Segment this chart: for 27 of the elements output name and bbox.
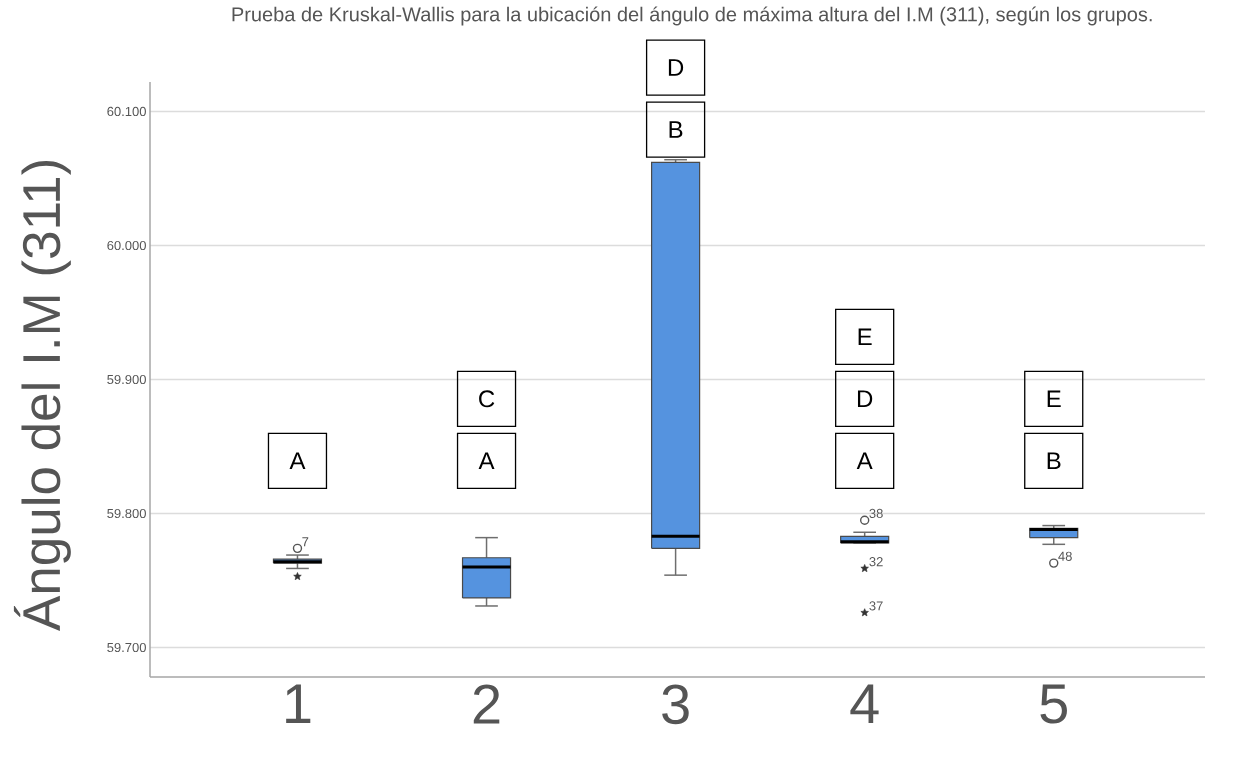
annotation: B — [669, 121, 683, 138]
annotation: A — [289, 452, 306, 470]
x-tick-label: 3 — [662, 684, 689, 725]
y-tick-label: 59.900 — [107, 374, 146, 385]
annotation: 38 — [869, 508, 883, 519]
x-tick-label: 1 — [286, 684, 311, 724]
chart-title: Prueba de Kruskal-Wallis para la ubicación del ángulo de máxima altura del I.M (311), según los grupos. — [232, 6, 1152, 26]
x-tick-label: 4 — [850, 684, 879, 724]
y-tick-label: 59.800 — [107, 508, 146, 519]
annotation: A — [478, 452, 495, 470]
text: D — [668, 59, 684, 76]
annotation: 7 — [302, 537, 309, 547]
annotation: 37 — [869, 601, 883, 611]
annotation: A — [856, 452, 873, 470]
annotation: E — [1047, 390, 1061, 408]
x-tick-label: 5 — [1040, 684, 1067, 724]
y-axis-title: Ángulo del I.M (311) — [13, 161, 71, 631]
annotation: 48 — [1058, 551, 1072, 561]
annotation: B — [1047, 452, 1061, 470]
annotation: D — [857, 390, 873, 408]
annotation: 32 — [869, 557, 883, 567]
y-tick-label: 60.000 — [107, 240, 146, 251]
annotation: C — [479, 390, 495, 408]
y-tick-label: 59.700 — [107, 642, 146, 653]
x-tick-label: 2 — [473, 684, 500, 724]
y-tick-label: 60.100 — [107, 106, 146, 117]
annotation: E — [858, 328, 872, 346]
